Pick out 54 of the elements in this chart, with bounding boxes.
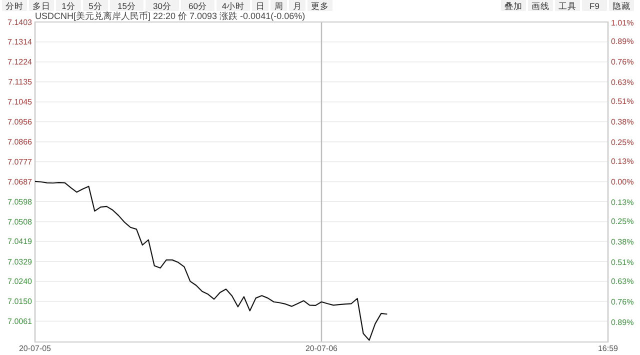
text: 隐藏 — [612, 1, 630, 11]
text: 30分 — [153, 1, 172, 11]
y-tick-label: 7.0687 — [8, 177, 33, 186]
y2-tick-label: 0.38% — [611, 237, 634, 246]
y2-tick-label: 1.01% — [611, 18, 634, 28]
y-tick-label: 7.0508 — [8, 217, 33, 226]
text: 5分 — [88, 1, 102, 11]
y-tick-label: 7.0240 — [8, 277, 33, 286]
text: F9 — [590, 1, 600, 11]
line-series — [34, 180, 388, 341]
y-tick-label: 7.1314 — [8, 38, 33, 47]
y2-tick-label: 0.25% — [611, 216, 634, 226]
y-tick-label: 7.0777 — [8, 157, 33, 166]
y-tick-label: 7.0150 — [8, 297, 33, 306]
y2-tick-label: 0.13% — [611, 198, 634, 207]
y-tick-label: 7.1135 — [8, 78, 33, 87]
text: 15分 — [118, 1, 136, 11]
y-tick-label: 7.1403 — [8, 18, 33, 27]
y2-tick-label: 0.00% — [611, 177, 634, 186]
y-tick-label: 7.0866 — [8, 138, 33, 147]
text: 工具 — [558, 1, 576, 11]
text: 分时 — [6, 1, 24, 11]
y2-tick-label: 0.89% — [611, 37, 634, 46]
y-tick-label: 7.1045 — [8, 98, 33, 107]
y2-tick-label: 0.89% — [611, 318, 634, 327]
y-tick-label: 7.0329 — [8, 257, 33, 266]
y-tick-label: 7.0419 — [8, 237, 33, 246]
y-tick-label: 7.0956 — [8, 117, 33, 126]
text: 画线 — [532, 1, 550, 11]
y2-tick-label: 0.38% — [611, 118, 634, 127]
y2-tick-label: 0.63% — [611, 78, 634, 88]
y2-tick-label: 0.76% — [611, 297, 634, 306]
x-tick-label: 20-07-05 — [18, 344, 52, 353]
y-tick-label: 7.0598 — [8, 197, 33, 206]
text: 1分 — [62, 1, 76, 11]
y2-tick-label: 0.25% — [611, 138, 634, 148]
y2-tick-label: 0.51% — [611, 258, 634, 267]
y2-tick-label: 0.51% — [611, 97, 634, 106]
text: 叠加 — [504, 1, 522, 11]
text: 日 — [256, 1, 265, 11]
text: 多日 — [32, 1, 50, 11]
text: 周 — [274, 1, 284, 11]
text: 4小时 — [222, 1, 245, 11]
text: 月 — [292, 1, 302, 11]
y-tick-label: 7.1224 — [8, 58, 33, 67]
y2-tick-label: 0.63% — [611, 276, 634, 286]
y2-tick-label: 0.13% — [611, 156, 634, 166]
chart-title: USDCNH[美元兑离岸人民币] 22:20 价 7.0093 涨跌 -0.0041(-0.06%) — [35, 11, 306, 21]
text: 更多 — [311, 1, 329, 11]
y2-tick-label: 0.76% — [611, 58, 634, 67]
y-tick-label: 7.0061 — [8, 317, 33, 326]
x-tick-label: 20-07-06 — [305, 344, 338, 353]
text: 60分 — [188, 1, 207, 11]
x-tick-label: 16:59 — [598, 344, 619, 353]
